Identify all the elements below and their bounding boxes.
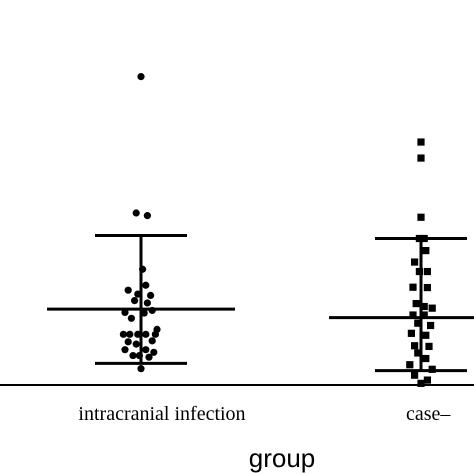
- data-point-1-20: [411, 342, 419, 350]
- data-point-1-3: [415, 234, 423, 243]
- data-point-0-26: [129, 351, 137, 360]
- x-tick-labels: intracranial infection case–: [78, 403, 451, 425]
- data-point-1-5: [422, 247, 430, 255]
- error-bars: [47, 234, 474, 373]
- data-point-0-29: [137, 365, 145, 373]
- data-point-1-9: [409, 283, 417, 291]
- data-point-0-5: [124, 286, 132, 294]
- data-point-0-22: [132, 340, 140, 348]
- data-point-0-1: [132, 209, 140, 217]
- data-point-0-2: [143, 212, 151, 220]
- data-point-1-28: [417, 379, 425, 387]
- x-tick-label-0: intracranial infection: [78, 403, 245, 425]
- data-point-1-10: [423, 283, 431, 292]
- data-point-0-0: [137, 73, 145, 81]
- data-point-1-7: [423, 267, 431, 276]
- data-point-1-25: [428, 365, 436, 373]
- data-point-0-11: [140, 309, 148, 317]
- data-point-0-17: [134, 330, 142, 338]
- data-point-0-16: [126, 330, 134, 338]
- data-point-0-28: [145, 353, 153, 361]
- data-point-1-26: [411, 371, 419, 379]
- data-point-0-20: [124, 338, 132, 346]
- data-point-0-6: [134, 290, 142, 298]
- data-point-0-23: [121, 346, 129, 354]
- data-point-1-0: [417, 138, 425, 146]
- x-tick-label-1: case–: [406, 403, 451, 425]
- data-point-1-6: [411, 258, 419, 266]
- data-points: [119, 73, 436, 387]
- data-point-1-17: [427, 321, 435, 330]
- data-point-1-12: [420, 302, 428, 311]
- data-point-1-22: [414, 349, 422, 357]
- data-point-0-13: [127, 314, 135, 322]
- data-point-1-1: [417, 154, 425, 162]
- data-point-0-12: [148, 306, 156, 315]
- data-point-0-15: [119, 330, 127, 338]
- data-point-0-3: [139, 265, 147, 273]
- data-point-1-19: [422, 331, 430, 339]
- data-point-0-10: [121, 308, 129, 317]
- data-point-0-8: [131, 297, 139, 305]
- data-point-0-27: [135, 351, 143, 360]
- data-point-0-18: [142, 330, 150, 338]
- data-point-0-9: [143, 299, 151, 307]
- data-point-1-4: [420, 234, 428, 243]
- data-point-1-2: [417, 213, 425, 221]
- data-point-1-13: [428, 304, 436, 312]
- data-point-1-24: [406, 361, 414, 369]
- data-point-0-7: [147, 291, 155, 300]
- data-point-0-24: [142, 346, 150, 354]
- data-point-1-27: [423, 376, 431, 384]
- data-point-1-11: [412, 299, 420, 308]
- x-axis-title: group: [249, 443, 316, 473]
- data-point-0-19: [151, 330, 159, 338]
- data-point-0-21: [148, 337, 156, 345]
- data-point-1-16: [414, 319, 422, 327]
- data-point-1-21: [425, 342, 433, 351]
- data-point-1-14: [409, 311, 417, 319]
- data-point-0-4: [142, 281, 150, 289]
- data-point-1-15: [420, 311, 428, 319]
- data-point-1-23: [422, 354, 430, 363]
- data-point-0-25: [150, 348, 158, 356]
- data-point-1-18: [407, 329, 415, 337]
- data-point-1-8: [415, 267, 423, 276]
